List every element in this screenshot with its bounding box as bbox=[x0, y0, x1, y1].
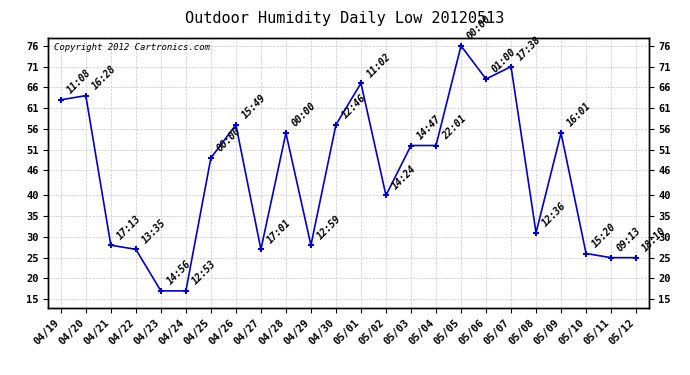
Text: 14:24: 14:24 bbox=[390, 164, 418, 191]
Text: 00:00: 00:00 bbox=[290, 101, 318, 129]
Text: 13:35: 13:35 bbox=[140, 217, 168, 245]
Text: 15:20: 15:20 bbox=[590, 222, 618, 249]
Text: 11:02: 11:02 bbox=[365, 51, 393, 79]
Text: 12:53: 12:53 bbox=[190, 259, 218, 287]
Text: 22:01: 22:01 bbox=[440, 114, 468, 141]
Text: 16:28: 16:28 bbox=[90, 64, 118, 92]
Text: 09:13: 09:13 bbox=[615, 226, 643, 254]
Text: 00:00: 00:00 bbox=[215, 126, 243, 154]
Text: 14:56: 14:56 bbox=[165, 259, 193, 287]
Text: 11:08: 11:08 bbox=[65, 68, 93, 96]
Text: 17:13: 17:13 bbox=[115, 213, 143, 241]
Text: 16:01: 16:01 bbox=[565, 101, 593, 129]
Text: 01:00: 01:00 bbox=[490, 47, 518, 75]
Text: Outdoor Humidity Daily Low 20120513: Outdoor Humidity Daily Low 20120513 bbox=[186, 11, 504, 26]
Text: 15:49: 15:49 bbox=[240, 93, 268, 121]
Text: 12:46: 12:46 bbox=[340, 93, 368, 121]
Text: Copyright 2012 Cartronics.com: Copyright 2012 Cartronics.com bbox=[55, 43, 210, 52]
Text: 12:36: 12:36 bbox=[540, 201, 568, 229]
Text: 17:01: 17:01 bbox=[265, 217, 293, 245]
Text: 14:47: 14:47 bbox=[415, 114, 443, 141]
Text: 12:59: 12:59 bbox=[315, 213, 343, 241]
Text: 17:38: 17:38 bbox=[515, 34, 543, 62]
Text: 00:00: 00:00 bbox=[465, 14, 493, 42]
Text: 18:10: 18:10 bbox=[640, 226, 668, 254]
